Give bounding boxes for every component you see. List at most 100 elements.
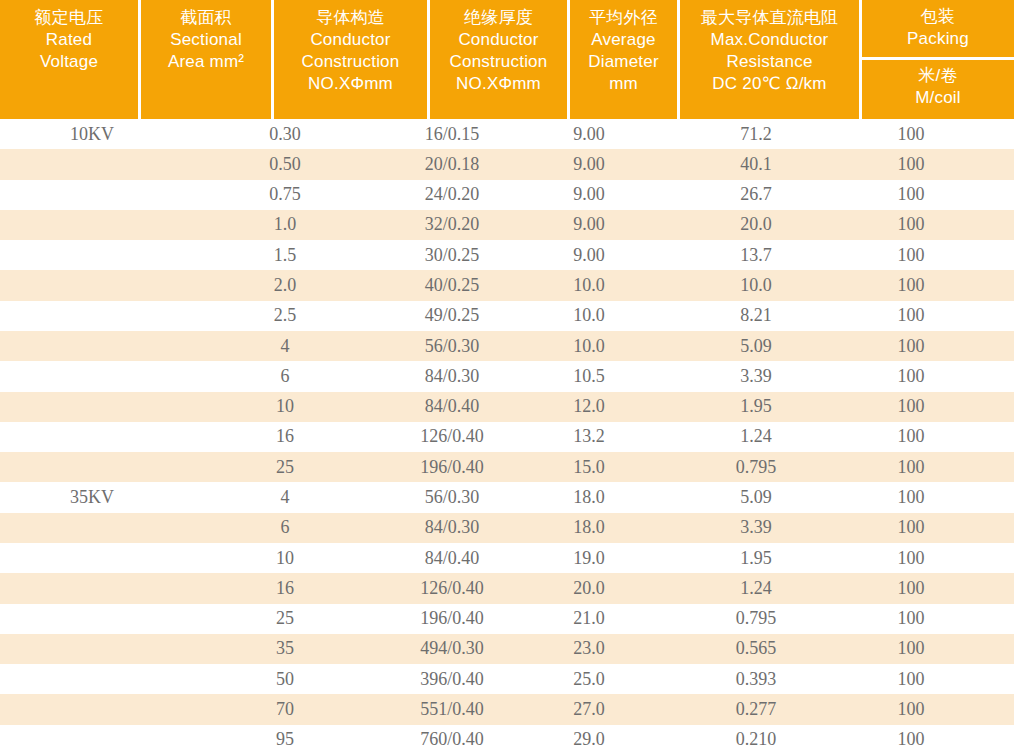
table-row: 1084/0.4019.01.95100 [0,543,1014,573]
cell-resistance: 1.95 [660,548,852,569]
header-max-resistance-unit: DC 20℃ Ω/km [680,73,859,95]
header-max-resistance-en2: Resistance [680,51,859,73]
cell-construction: 551/0.40 [386,699,518,720]
cell-construction: 49/0.25 [386,305,518,326]
header-insulation-thickness-unit: NO.XΦmm [430,73,567,95]
cell-diameter: 25.0 [518,669,660,690]
cell-diameter: 9.00 [518,184,660,205]
cell-resistance: 3.39 [660,517,852,538]
header-insulation-thickness: 绝缘厚度 Conductor Construction NO.XΦmm [430,0,570,119]
cell-voltage: 35KV [0,487,184,508]
cell-packing: 100 [852,487,1014,508]
cell-packing: 100 [852,124,1014,145]
cell-diameter: 13.2 [518,426,660,447]
cell-area: 0.75 [184,184,386,205]
table-row: 16126/0.4013.21.24100 [0,422,1014,452]
cell-diameter: 10.0 [518,305,660,326]
header-rated-voltage: 额定电压 Rated Voltage [0,0,141,119]
cell-area: 0.30 [184,124,386,145]
table-body: 10KV0.3016/0.159.0071.21000.5020/0.189.0… [0,119,1014,755]
cell-area: 2.0 [184,275,386,296]
cell-area: 25 [184,457,386,478]
cell-resistance: 0.277 [660,699,852,720]
cell-packing: 100 [852,548,1014,569]
cell-diameter: 27.0 [518,699,660,720]
cell-area: 35 [184,638,386,659]
cell-construction: 32/0.20 [386,214,518,235]
cell-resistance: 1.24 [660,426,852,447]
cell-area: 0.50 [184,154,386,175]
cell-area: 70 [184,699,386,720]
header-max-resistance-en: Max.Conductor [680,29,859,51]
table-row: 10KV0.3016/0.159.0071.2100 [0,119,1014,149]
header-packing-unit-zh: 米/卷 [862,65,1014,87]
cell-construction: 126/0.40 [386,578,518,599]
cell-packing: 100 [852,154,1014,175]
header-packing: 包装 Packing 米/卷 M/coil [862,0,1014,119]
cell-packing: 100 [852,305,1014,326]
cell-packing: 100 [852,578,1014,599]
cell-construction: 396/0.40 [386,669,518,690]
table-row: 1084/0.4012.01.95100 [0,392,1014,422]
cell-area: 25 [184,608,386,629]
cell-packing: 100 [852,608,1014,629]
header-average-diameter-en2: Diameter [570,51,677,73]
cell-voltage: 10KV [0,124,184,145]
header-packing-en: Packing [862,28,1014,50]
cell-resistance: 13.7 [660,245,852,266]
cell-diameter: 9.00 [518,154,660,175]
cell-construction: 84/0.30 [386,366,518,387]
cell-resistance: 26.7 [660,184,852,205]
cell-packing: 100 [852,517,1014,538]
table-row: 35494/0.3023.00.565100 [0,634,1014,664]
cell-packing: 100 [852,366,1014,387]
header-average-diameter: 平均外径 Average Diameter mm [570,0,680,119]
cell-resistance: 8.21 [660,305,852,326]
cell-construction: 126/0.40 [386,426,518,447]
cell-packing: 100 [852,638,1014,659]
cable-spec-table: 额定电压 Rated Voltage 截面积 Sectional Area mm… [0,0,1014,755]
cell-area: 6 [184,366,386,387]
cell-diameter: 21.0 [518,608,660,629]
cell-resistance: 0.210 [660,729,852,750]
cell-resistance: 1.95 [660,396,852,417]
cell-construction: 16/0.15 [386,124,518,145]
cell-diameter: 9.00 [518,245,660,266]
cell-diameter: 12.0 [518,396,660,417]
header-conductor-construction-en: Conductor [274,29,427,51]
cell-area: 16 [184,578,386,599]
cell-resistance: 10.0 [660,275,852,296]
table-row: 2.040/0.2510.010.0100 [0,270,1014,300]
cell-construction: 196/0.40 [386,457,518,478]
cell-area: 10 [184,396,386,417]
cell-construction: 30/0.25 [386,245,518,266]
table-row: 95760/0.4029.00.210100 [0,725,1014,755]
cell-diameter: 9.00 [518,214,660,235]
cell-packing: 100 [852,336,1014,357]
cell-construction: 40/0.25 [386,275,518,296]
cell-diameter: 10.0 [518,336,660,357]
cell-diameter: 20.0 [518,578,660,599]
cell-packing: 100 [852,275,1014,296]
cell-packing: 100 [852,396,1014,417]
header-average-diameter-unit: mm [570,73,677,95]
cell-packing: 100 [852,245,1014,266]
header-rated-voltage-zh: 额定电压 [0,7,138,29]
cell-diameter: 10.5 [518,366,660,387]
header-conductor-construction-en2: Construction [274,51,427,73]
cell-construction: 20/0.18 [386,154,518,175]
cell-diameter: 18.0 [518,487,660,508]
cell-packing: 100 [852,457,1014,478]
cell-construction: 84/0.40 [386,548,518,569]
header-insulation-thickness-en2: Construction [430,51,567,73]
cell-diameter: 18.0 [518,517,660,538]
cell-construction: 84/0.40 [386,396,518,417]
header-max-resistance: 最大导体直流电阻 Max.Conductor Resistance DC 20℃… [680,0,862,119]
header-conductor-construction: 导体构造 Conductor Construction NO.XΦmm [274,0,430,119]
header-max-resistance-zh: 最大导体直流电阻 [680,7,859,29]
cell-area: 50 [184,669,386,690]
table-row: 456/0.3010.05.09100 [0,331,1014,361]
table-row: 25196/0.4021.00.795100 [0,604,1014,634]
cell-area: 95 [184,729,386,750]
header-sectional-area: 截面积 Sectional Area mm² [141,0,274,119]
